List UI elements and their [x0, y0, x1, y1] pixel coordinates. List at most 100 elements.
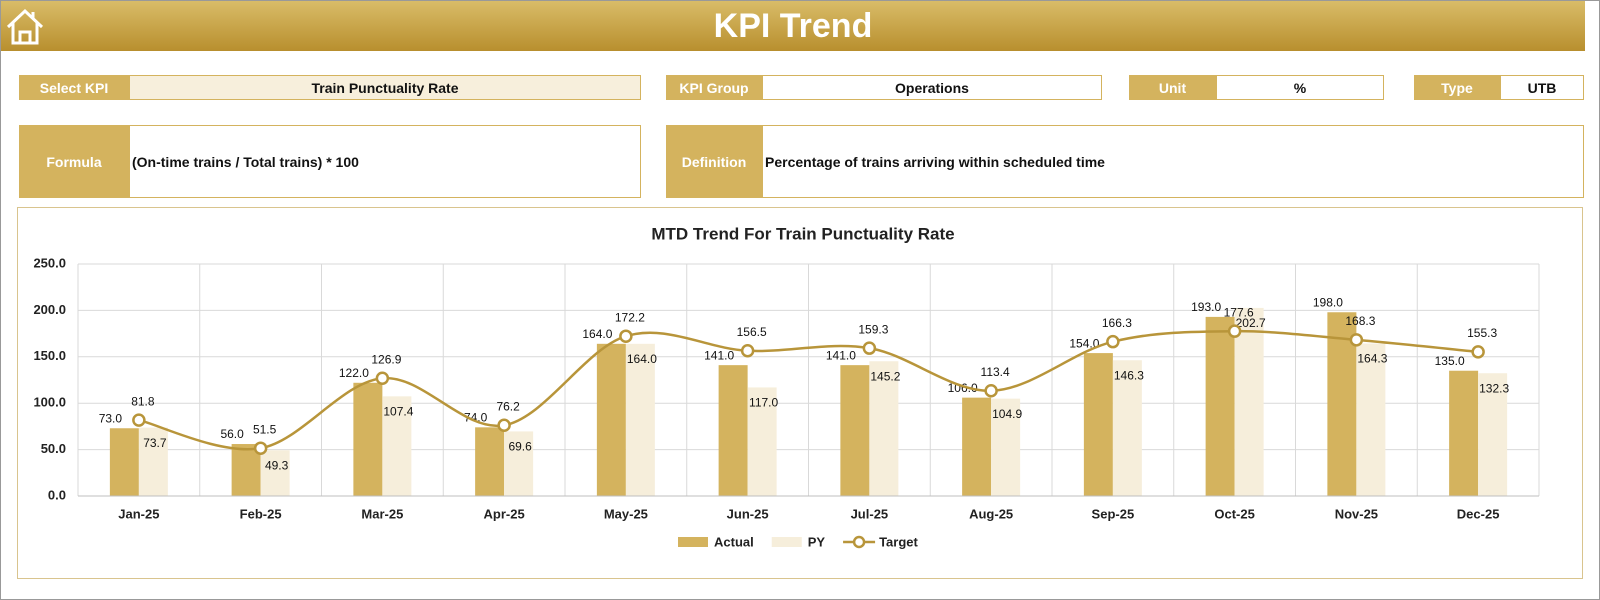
- data-label: 202.7: [1236, 316, 1266, 330]
- legend-swatch: [678, 537, 708, 547]
- y-tick-label: 100.0: [33, 395, 66, 410]
- data-label: 193.0: [1191, 300, 1221, 314]
- bar: [109, 428, 139, 496]
- line-marker: [862, 341, 877, 355]
- field-label: Formula: [19, 125, 129, 198]
- page-title: KPI Trend: [713, 7, 873, 45]
- legend-marker: [852, 535, 866, 549]
- x-tick-label: Oct-25: [1214, 506, 1254, 521]
- data-label: 104.9: [992, 407, 1022, 421]
- data-label: 113.4: [981, 365, 1010, 379]
- data-label: 141.0: [704, 348, 734, 362]
- bar: [718, 365, 748, 496]
- line-marker: [1349, 333, 1364, 347]
- line-marker: [740, 344, 755, 358]
- x-tick-label: Apr-25: [484, 506, 525, 521]
- field-value: %: [1216, 75, 1384, 100]
- data-label: 56.0: [220, 427, 244, 441]
- legend-label: Actual: [714, 534, 754, 549]
- bar: [1112, 360, 1142, 496]
- line-marker: [1106, 334, 1120, 349]
- data-label: 141.0: [826, 348, 856, 362]
- x-tick-label: Jul-25: [851, 506, 889, 521]
- x-tick-label: Mar-25: [361, 506, 403, 521]
- data-label: 135.0: [1435, 354, 1465, 368]
- field-value: Operations: [762, 75, 1102, 100]
- data-label: 107.4: [383, 405, 413, 419]
- data-label: 73.0: [99, 411, 123, 425]
- data-label: 156.5: [737, 325, 767, 339]
- bar: [596, 343, 626, 496]
- bar: [353, 382, 383, 496]
- bar: [625, 343, 655, 496]
- bar: [1449, 370, 1479, 496]
- legend-label: PY: [808, 534, 826, 549]
- bar: [260, 450, 290, 496]
- line-marker: [253, 441, 268, 455]
- y-tick-label: 250.0: [33, 255, 66, 270]
- field-value: Percentage of trains arriving within sch…: [762, 125, 1584, 198]
- bar: [382, 396, 412, 496]
- data-label: 164.3: [1357, 352, 1387, 366]
- field-label: KPI Group: [666, 75, 762, 100]
- bar: [991, 398, 1021, 496]
- line-marker: [619, 329, 633, 343]
- home-icon[interactable]: [5, 7, 45, 45]
- data-label: 74.0: [464, 410, 488, 424]
- data-label: 126.9: [371, 352, 401, 366]
- data-label: 177.6: [1224, 305, 1254, 319]
- bar: [1478, 373, 1508, 496]
- line-marker: [375, 371, 390, 385]
- data-label: 172.2: [615, 310, 645, 324]
- chart: MTD Trend For Train Punctuality Rate 0.0…: [33, 224, 1540, 549]
- x-tick-label: Jun-25: [727, 506, 769, 521]
- bar: [1205, 316, 1235, 496]
- y-tick-label: 0.0: [48, 487, 66, 502]
- bar: [1083, 353, 1113, 496]
- bar: [1356, 343, 1386, 496]
- data-label: 69.6: [508, 440, 532, 454]
- field-value: UTB: [1500, 75, 1584, 100]
- data-label: 132.3: [1479, 381, 1509, 395]
- legend-label: Target: [879, 534, 918, 549]
- bar: [504, 431, 534, 496]
- bar: [962, 397, 992, 496]
- line-marker: [1227, 324, 1242, 338]
- data-label: 146.3: [1114, 368, 1144, 382]
- line-marker: [1471, 345, 1485, 359]
- data-label: 164.0: [582, 327, 612, 341]
- legend-swatch: [771, 537, 802, 547]
- data-label: 159.3: [858, 322, 888, 336]
- y-tick-label: 50.0: [41, 441, 66, 456]
- data-label: 49.3: [265, 458, 289, 472]
- data-label: 145.2: [870, 369, 900, 383]
- data-label: 166.3: [1102, 316, 1132, 330]
- header: KPI Trend: [1, 1, 1585, 51]
- x-tick-label: Nov-25: [1335, 506, 1378, 521]
- chart-panel: MTD Trend For Train Punctuality Rate 0.0…: [17, 207, 1583, 579]
- bar: [1234, 307, 1264, 496]
- field-label: Unit: [1129, 75, 1216, 100]
- bar: [138, 427, 168, 496]
- data-label: 168.3: [1345, 314, 1375, 328]
- data-label: 117.0: [749, 396, 778, 410]
- kpi-select[interactable]: Train Punctuality Rate: [129, 75, 641, 100]
- bar: [747, 387, 777, 496]
- line-marker: [497, 418, 511, 433]
- data-label: 51.5: [253, 422, 277, 436]
- data-label: 76.2: [496, 399, 520, 413]
- field-label: Type: [1414, 75, 1500, 100]
- y-tick-label: 200.0: [33, 302, 66, 317]
- data-label: 154.0: [1069, 336, 1099, 350]
- x-tick-label: Aug-25: [969, 506, 1013, 521]
- data-label: 198.0: [1313, 295, 1343, 309]
- line-marker: [132, 413, 146, 427]
- x-tick-label: Sep-25: [1092, 506, 1135, 521]
- x-tick-label: May-25: [604, 506, 648, 521]
- field-label: Select KPI: [19, 75, 129, 100]
- data-label: 164.0: [627, 352, 657, 366]
- data-label: 155.3: [1467, 326, 1497, 340]
- x-tick-label: Jan-25: [118, 506, 159, 521]
- x-tick-label: Feb-25: [240, 506, 282, 521]
